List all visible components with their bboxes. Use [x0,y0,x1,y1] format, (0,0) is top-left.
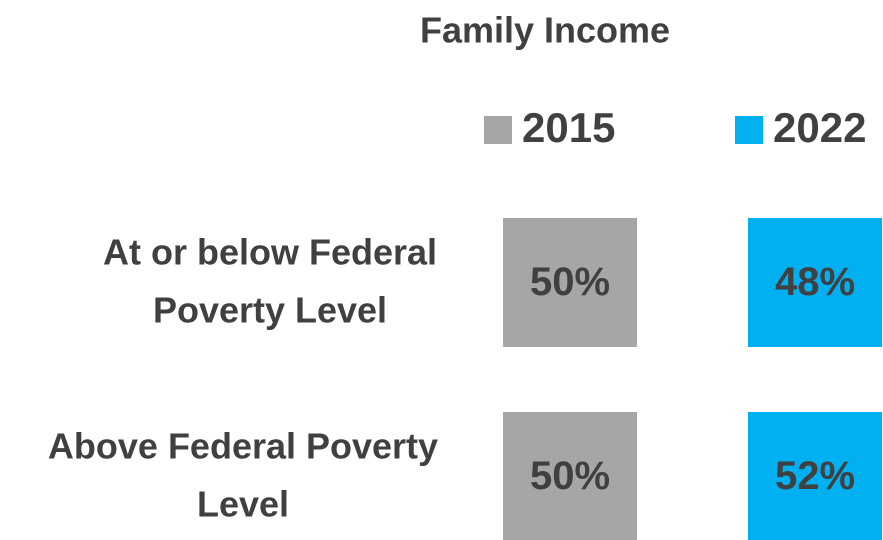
cell [503,412,637,540]
value-label: 52% [775,454,855,498]
legend-swatch [735,116,763,144]
legend-swatch [484,116,512,144]
row-label: Poverty Level [153,290,387,331]
value-label: 48% [775,260,855,304]
row-label: At or below Federal [103,232,437,273]
chart-title: Family Income [420,10,670,51]
legend-label: 2022 [773,104,866,151]
value-label: 50% [530,454,610,498]
legend-label: 2015 [522,104,615,151]
cell [748,412,882,540]
cell [503,218,637,347]
cell [748,218,882,347]
row-label: Level [197,484,289,525]
value-label: 50% [530,260,610,304]
row-label: Above Federal Poverty [48,426,438,467]
